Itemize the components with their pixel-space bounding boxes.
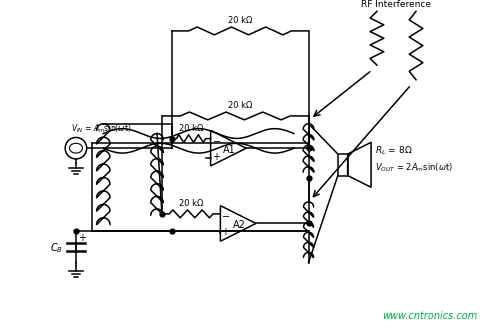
Text: $+$: $+$ — [212, 151, 220, 162]
Text: 20 kΩ: 20 kΩ — [228, 101, 252, 110]
Text: A2: A2 — [233, 220, 246, 230]
Text: $-$: $-$ — [212, 135, 220, 145]
Text: $V_{IN}$ = $A_m$sin($\omega$t): $V_{IN}$ = $A_m$sin($\omega$t) — [71, 122, 132, 135]
Text: $-$: $-$ — [221, 210, 230, 220]
Text: $C_B$: $C_B$ — [50, 241, 63, 255]
Text: 20 kΩ: 20 kΩ — [228, 16, 252, 25]
Text: $R_L$ = 8$\Omega$: $R_L$ = 8$\Omega$ — [375, 145, 412, 157]
Text: RF Interference: RF Interference — [361, 0, 432, 10]
Text: $+$: $+$ — [221, 226, 230, 237]
Text: $V_{OUT}$ = 2$A_m$sin($\omega$t): $V_{OUT}$ = 2$A_m$sin($\omega$t) — [375, 162, 453, 174]
Text: 20 kΩ: 20 kΩ — [179, 124, 203, 133]
Text: 20 kΩ: 20 kΩ — [179, 199, 203, 208]
Text: www.cntronics.com: www.cntronics.com — [382, 311, 478, 321]
Bar — [338, 154, 348, 176]
Text: +: + — [78, 233, 86, 243]
Text: A1: A1 — [223, 144, 236, 155]
